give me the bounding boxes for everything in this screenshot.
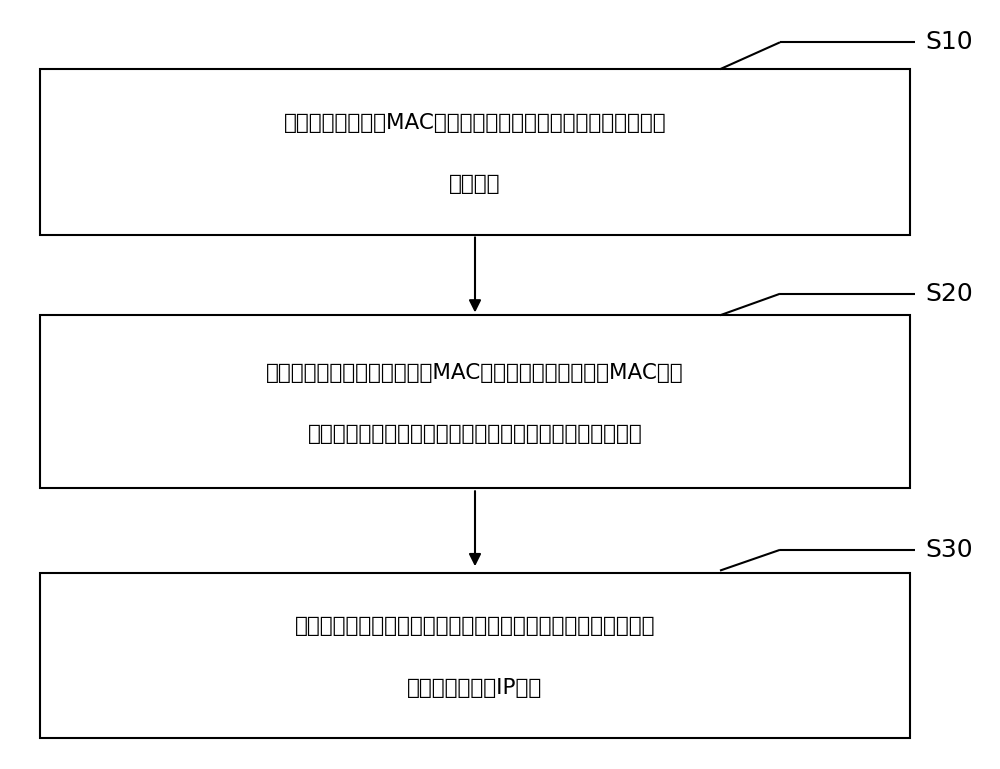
Text: 获取待注册主机的MAC地址和所述待注册主机连接的目标投票器: 获取待注册主机的MAC地址和所述待注册主机连接的目标投票器 (284, 112, 666, 133)
Text: 在所述目标投票器接收到所述MAC地址的情形下，对所述MAC地址: 在所述目标投票器接收到所述MAC地址的情形下，对所述MAC地址 (266, 362, 684, 383)
Text: S10: S10 (925, 30, 973, 55)
Text: S20: S20 (925, 281, 973, 306)
Text: 和所述目标投票器的端口号进行数据封装，得到注册数据包: 和所述目标投票器的端口号进行数据封装，得到注册数据包 (308, 424, 642, 444)
FancyBboxPatch shape (40, 315, 910, 488)
Text: S30: S30 (925, 538, 973, 562)
Text: 将所述注册数据包传输至所述控制器，以基于所述控制器注册所: 将所述注册数据包传输至所述控制器，以基于所述控制器注册所 (295, 616, 655, 637)
Text: 的端口号: 的端口号 (449, 174, 501, 195)
FancyBboxPatch shape (40, 69, 910, 235)
FancyBboxPatch shape (40, 573, 910, 738)
Text: 述待注册主机的IP地址: 述待注册主机的IP地址 (407, 677, 543, 698)
